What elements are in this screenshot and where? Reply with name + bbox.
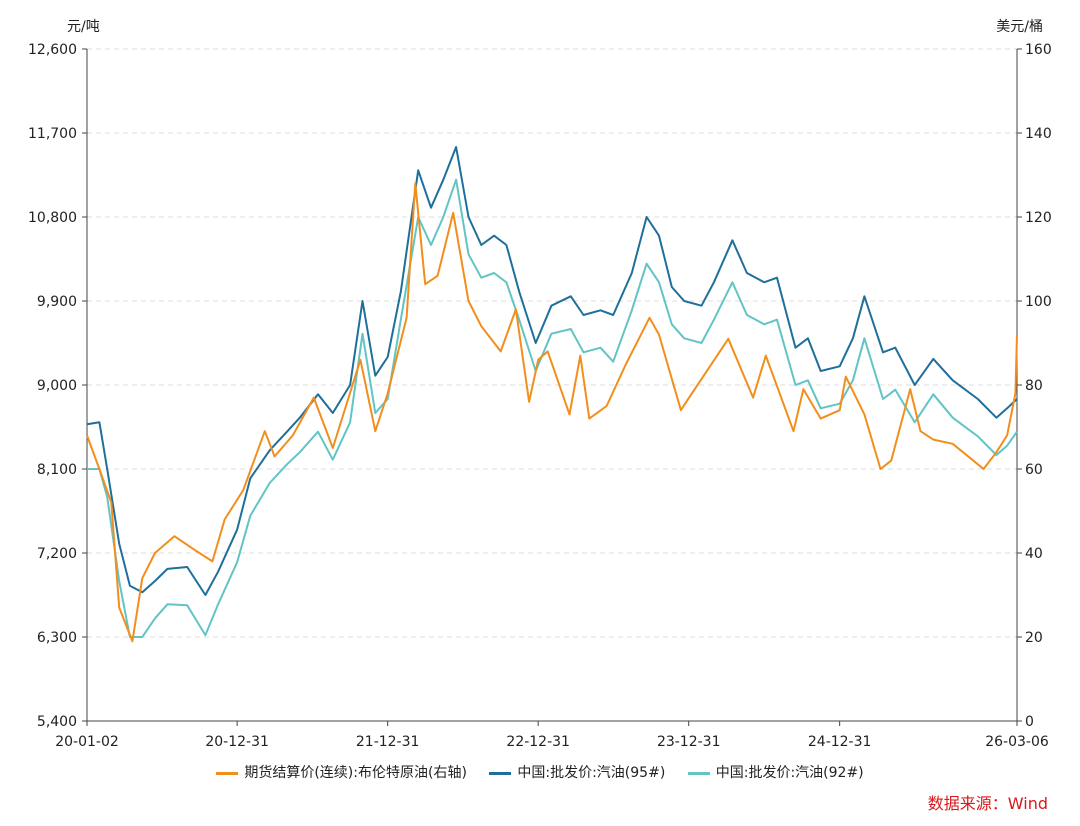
legend-label-brent: 期货结算价(连续):布伦特原油(右轴) [244,765,467,781]
line-chart: 12,600 160 11,700 140 10,800 120 9,900 100 9,000… [28,19,1052,750]
left-axis-tick-label: 7,200 [37,546,77,562]
right-axis-tick-label: 60 [1025,462,1043,478]
x-axis-tick-label: 23-12-31 [657,734,721,750]
series-line-gasoline-95 [86,146,1018,596]
legend-item-gasoline-92: 中国:批发价:汽油(92#) [687,762,864,782]
x-axis-tick-label: 24-12-31 [808,734,872,750]
data-source-note: 数据来源：Wind [927,794,1048,813]
legend-label-gasoline-92: 中国:批发价:汽油(92#) [715,765,864,781]
right-axis-tick-label: 160 [1025,42,1052,58]
right-axis-tick-label: 20 [1025,630,1043,646]
legend-label-gasoline-95: 中国:批发价:汽油(95#) [517,765,666,781]
left-axis-tick-label: 12,600 [28,42,77,58]
x-axis-tick-label: 20-01-02 [55,734,119,750]
x-axis-tick-label: 21-12-31 [356,734,420,750]
right-axis-tick-label: 40 [1025,546,1043,562]
series-line-gasoline-92 [87,178,1018,638]
left-axis-tick-label: 5,400 [37,714,77,730]
left-axis-unit: 元/吨 [67,19,100,35]
right-axis-tick-label: 120 [1025,210,1052,226]
right-axis-tick-label: 140 [1025,126,1052,142]
left-axis-tick-label: 8,100 [37,462,77,478]
legend-swatch-gasoline-95 [489,771,512,775]
legend-item-brent: 期货结算价(连续):布伦特原油(右轴) [216,762,467,782]
right-axis-tick-label: 100 [1025,294,1052,310]
x-axis-tick-label: 26-03-06 [985,734,1049,750]
x-axis-tick-label: 20-12-31 [205,734,269,750]
legend-item-gasoline-95: 中国:批发价:汽油(95#) [489,762,665,782]
left-axis-tick-label: 6,300 [37,630,77,646]
series-line-brent [86,182,1018,643]
chart-legend: 期货结算价(连续):布伦特原油(右轴) 中国:批发价:汽油(95#) 中国:批发… [0,762,1080,782]
legend-swatch-brent [216,771,239,775]
legend-swatch-gasoline-92 [687,771,710,775]
x-axis-tick-label: 22-12-31 [506,734,570,750]
right-axis-unit: 美元/桶 [996,19,1043,35]
right-axis-tick-label: 80 [1025,378,1043,394]
left-axis-tick-label: 9,900 [37,294,77,310]
left-axis-tick-label: 11,700 [28,126,77,142]
left-axis-tick-label: 10,800 [28,210,77,226]
left-axis-tick-label: 9,000 [37,378,77,394]
right-axis-tick-label: 0 [1025,714,1034,730]
